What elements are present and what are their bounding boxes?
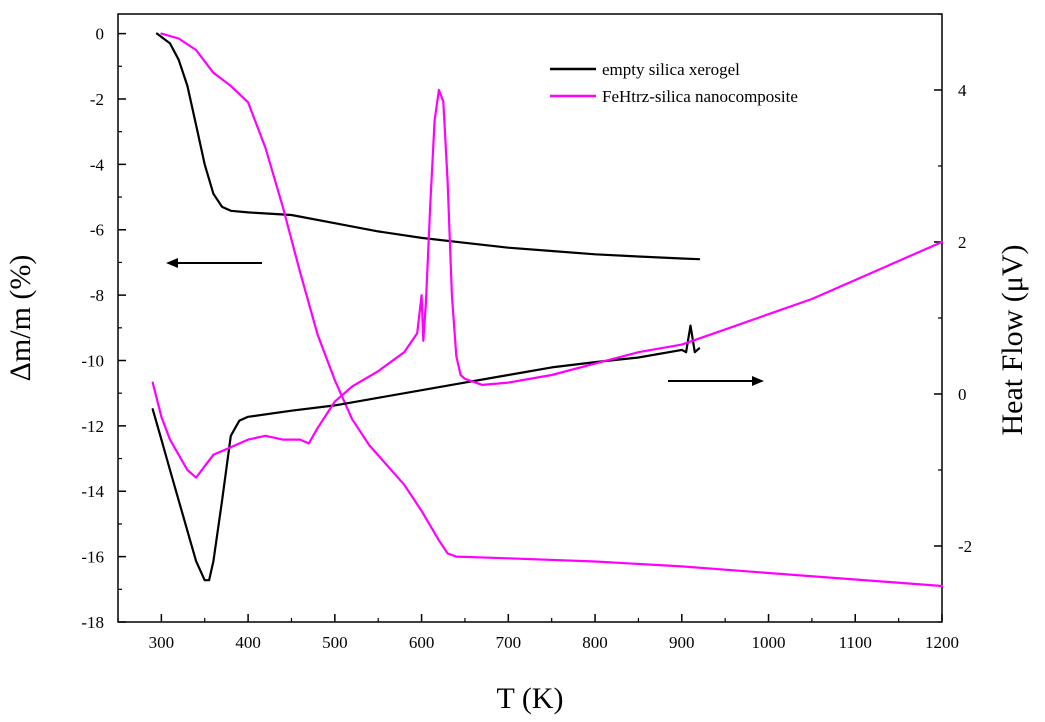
series-layer bbox=[151, 32, 944, 588]
y-left-tick-label: 0 bbox=[96, 25, 105, 44]
y-right-tick-label: 0 bbox=[958, 385, 967, 404]
right-axis-arrow bbox=[668, 376, 764, 386]
x-tick-label: 300 bbox=[149, 633, 175, 652]
x-tick-label: 1000 bbox=[752, 633, 786, 652]
y-left-tick-label: -6 bbox=[90, 221, 104, 240]
y-left-tick-label: -16 bbox=[81, 548, 104, 567]
plot-frame bbox=[117, 13, 943, 623]
y-right-tick-label: -2 bbox=[958, 537, 972, 556]
series-line-heat-flow-2 bbox=[151, 324, 701, 582]
y-right-tick-label: 4 bbox=[958, 81, 967, 100]
x-tick-label: 1200 bbox=[925, 633, 959, 652]
x-tick-label: 400 bbox=[235, 633, 261, 652]
x-axis-title: T (K) bbox=[497, 682, 564, 715]
series-line-mass-loss-1 bbox=[160, 32, 944, 588]
x-tick-label: 800 bbox=[582, 633, 608, 652]
right-y-axis-ticks: 4 2 0 -2 bbox=[934, 13, 972, 623]
series-line-mass-loss-0 bbox=[155, 32, 701, 261]
right-y-axis-title: Heat Flow (μV) bbox=[996, 244, 1029, 435]
x-tick-label: 1100 bbox=[839, 633, 872, 652]
y-left-tick-label: -12 bbox=[81, 417, 104, 436]
x-tick-label: 900 bbox=[669, 633, 695, 652]
x-tick-label: 500 bbox=[322, 633, 348, 652]
y-left-tick-label: -10 bbox=[81, 351, 104, 370]
y-left-tick-label: -2 bbox=[90, 90, 104, 109]
series-line-heat-flow-3 bbox=[151, 88, 944, 479]
legend-label-1: FeHtrz-silica nanocomposite bbox=[602, 87, 798, 106]
legend-label-0: empty silica xerogel bbox=[602, 60, 740, 79]
left-y-axis-ticks: 0 -2 -4 -6 -8 -10 -12 -14 -16 -18 bbox=[81, 25, 126, 632]
y-left-tick-label: -18 bbox=[81, 613, 104, 632]
x-axis-ticks: 300 400 500 600 700 800 900 1000 1100 1200 bbox=[117, 614, 959, 652]
x-tick-label: 700 bbox=[496, 633, 522, 652]
y-right-tick-label: 2 bbox=[958, 233, 967, 252]
legend: empty silica xerogel FeHtrz-silica nanoc… bbox=[550, 60, 798, 106]
y-left-tick-label: -8 bbox=[90, 286, 104, 305]
y-left-tick-label: -4 bbox=[90, 155, 105, 174]
y-left-tick-label: -14 bbox=[81, 482, 104, 501]
left-y-axis-title: Δm/m (%) bbox=[4, 255, 37, 382]
left-axis-arrow bbox=[166, 258, 262, 268]
x-tick-label: 600 bbox=[409, 633, 435, 652]
